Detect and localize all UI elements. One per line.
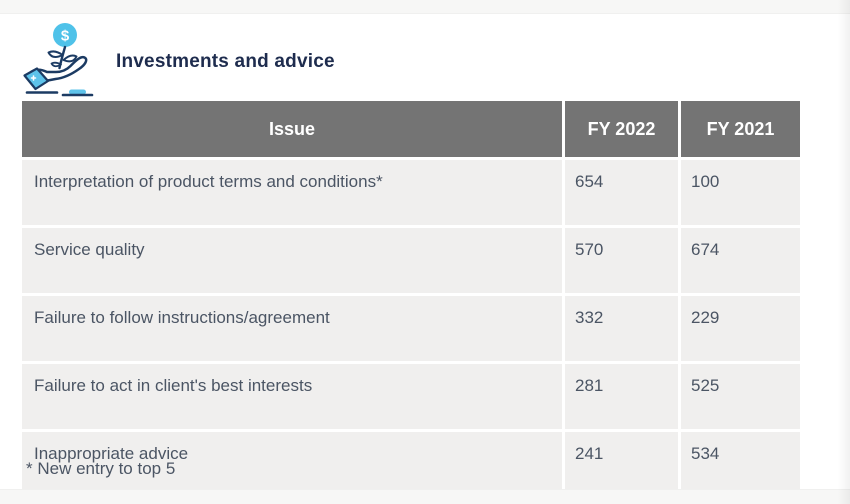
table-row: Failure to follow instructions/agreement… — [22, 296, 800, 361]
bottom-edge-strip — [0, 489, 850, 504]
section-header: $ Investments and advice — [18, 20, 335, 98]
fy2021-cell: 534 — [681, 432, 800, 497]
hand-money-plant-icon: $ — [18, 20, 98, 98]
issue-cell: Failure to follow instructions/agreement — [22, 296, 562, 361]
table-row: Interpretation of product terms and cond… — [22, 160, 800, 225]
top-edge-strip — [0, 0, 850, 14]
fy2021-cell: 525 — [681, 364, 800, 429]
fy2022-cell: 570 — [565, 228, 678, 293]
issue-cell: Service quality — [22, 228, 562, 293]
issues-table: Issue FY 2022 FY 2021 Interpretation of … — [19, 98, 803, 500]
table-header-row: Issue FY 2022 FY 2021 — [22, 101, 800, 157]
issue-cell: Failure to act in client's best interest… — [22, 364, 562, 429]
fy2021-cell: 100 — [681, 160, 800, 225]
column-header-fy2022: FY 2022 — [565, 101, 678, 157]
issue-cell: Inappropriate advice — [22, 432, 562, 497]
page-title: Investments and advice — [116, 51, 335, 72]
fy2022-cell: 241 — [565, 432, 678, 497]
fy2021-cell: 674 — [681, 228, 800, 293]
footnote: * New entry to top 5 — [26, 459, 176, 478]
svg-text:$: $ — [61, 28, 70, 45]
table-row: Failure to act in client's best interest… — [22, 364, 800, 429]
column-header-fy2021: FY 2021 — [681, 101, 800, 157]
fy2022-cell: 281 — [565, 364, 678, 429]
fy2022-cell: 654 — [565, 160, 678, 225]
right-edge-shadow — [838, 0, 850, 504]
table-row: Inappropriate advice 241 534 — [22, 432, 800, 497]
fy2022-cell: 332 — [565, 296, 678, 361]
column-header-issue: Issue — [22, 101, 562, 157]
table-row: Service quality 570 674 — [22, 228, 800, 293]
fy2021-cell: 229 — [681, 296, 800, 361]
issue-cell: Interpretation of product terms and cond… — [22, 160, 562, 225]
